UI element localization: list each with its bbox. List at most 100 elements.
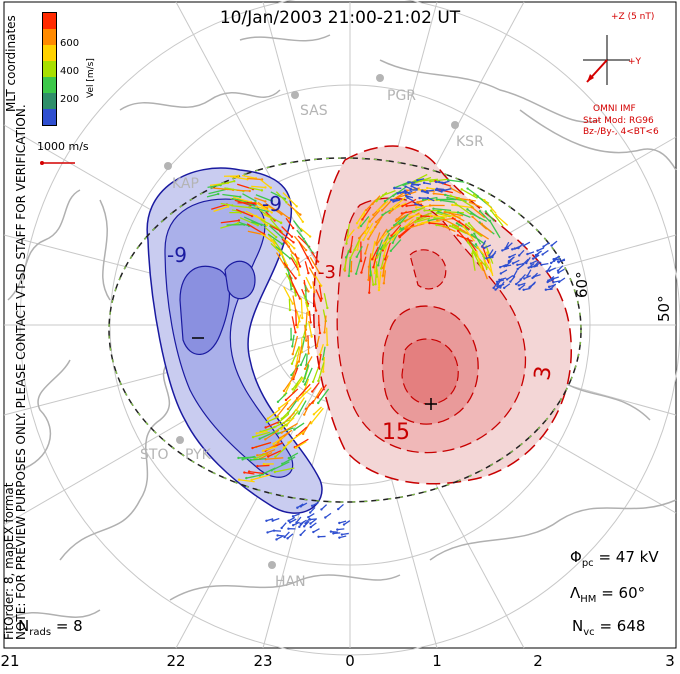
velocity-vector-origin <box>440 189 444 192</box>
velocity-vector <box>260 218 278 229</box>
velocity-vector-origin <box>393 186 396 190</box>
velocity-vector <box>236 189 250 192</box>
velocity-vector <box>371 246 379 260</box>
velocity-vector-origin <box>237 478 241 481</box>
velocity-vector-origin <box>309 525 312 529</box>
velocity-vector-origin <box>464 223 468 226</box>
velocity-vector-origin <box>287 456 291 460</box>
velocity-vector-origin <box>382 245 386 248</box>
velocity-vector-origin <box>534 264 537 268</box>
velocity-vector <box>304 285 307 300</box>
velocity-vector <box>296 314 302 328</box>
velocity-vector-origin <box>290 287 293 291</box>
velocity-vector-origin <box>529 262 533 265</box>
velocity-vector-origin <box>270 199 274 203</box>
velocity-vector-origin <box>356 248 359 251</box>
velocity-vector-origin <box>265 420 269 424</box>
velocity-vector-origin <box>285 201 288 204</box>
velocity-vector-origin <box>527 266 530 269</box>
velocity-vector-origin <box>375 252 379 255</box>
velocity-vector-origin <box>353 248 356 252</box>
velocity-vector <box>260 232 272 242</box>
velocity-vector-origin <box>364 252 367 255</box>
velocity-vector-origin <box>428 221 431 225</box>
colorbar-segment <box>43 61 56 77</box>
velocity-vector <box>292 295 297 312</box>
velocity-vector-origin <box>305 339 308 342</box>
velocity-vector <box>305 354 308 366</box>
colorbar-segment <box>43 109 56 125</box>
velocity-vector-origin <box>416 219 419 222</box>
velocity-vector-origin <box>422 181 426 185</box>
velocity-vector-origin <box>471 250 475 253</box>
velocity-vector-origin <box>392 194 395 198</box>
velocity-vector-origin <box>369 274 372 277</box>
velocity-vector-origin <box>451 203 454 207</box>
velocity-vector-origin <box>262 462 266 466</box>
velocity-vector <box>316 335 320 347</box>
velocity-vector-origin <box>347 274 351 278</box>
velocity-vector <box>298 400 307 414</box>
station-pyk: PYK <box>185 447 211 463</box>
velocity-vector-origin <box>470 206 474 209</box>
colorbar-segment <box>43 29 56 45</box>
velocity-vector <box>483 199 497 214</box>
velocity-vector-origin <box>389 249 393 253</box>
velocity-vector <box>390 224 402 237</box>
velocity-vector-origin <box>298 265 302 268</box>
velocity-vector-origin <box>318 331 322 335</box>
velocity-vector <box>290 257 299 270</box>
velocity-vector <box>455 203 472 216</box>
velocity-vector-origin <box>273 470 277 474</box>
velocity-vectors <box>206 173 566 541</box>
velocity-vector-origin <box>320 297 323 300</box>
velocity-vector <box>377 251 382 266</box>
velocity-vector <box>382 255 389 269</box>
velocity-vector-origin <box>388 211 391 215</box>
velocity-vector <box>255 194 273 202</box>
velocity-vector <box>302 378 310 396</box>
velocity-vector-origin <box>291 302 294 305</box>
velocity-vector-origin <box>454 226 457 229</box>
velocity-vector <box>268 225 283 239</box>
velocity-vector-origin <box>416 200 419 204</box>
velocity-vector <box>305 276 312 288</box>
velocity-vector <box>238 456 257 459</box>
velocity-vector-origin <box>476 195 479 198</box>
velocity-vector-origin <box>456 211 460 214</box>
velocity-vector <box>322 346 326 360</box>
velocity-vector <box>308 267 316 278</box>
velocity-vector-origin <box>546 280 549 284</box>
velocity-vector-origin <box>375 243 378 246</box>
velocity-vector <box>452 204 472 208</box>
velocity-vector-origin <box>416 179 419 182</box>
velocity-vector-origin <box>456 229 460 233</box>
velocity-vector <box>480 262 488 280</box>
velocity-vector-origin <box>307 271 310 275</box>
velocity-vector-origin <box>531 257 535 260</box>
imf-z-label: +Z (5 nT) <box>611 12 655 22</box>
velocity-vector <box>288 298 291 311</box>
velocity-vector-origin <box>355 255 358 259</box>
velocity-vector-origin <box>429 180 432 183</box>
velocity-vector <box>399 213 409 225</box>
velocity-vector-origin <box>499 286 502 289</box>
velocity-vector-origin <box>501 249 504 252</box>
velocity-vector <box>381 200 392 211</box>
velocity-vector-origin <box>287 217 291 220</box>
velocity-vector-origin <box>299 533 302 537</box>
vector-scale-label: 1000 m/s <box>37 140 89 153</box>
velocity-vector-origin <box>471 252 474 255</box>
velocity-vector <box>404 212 420 222</box>
velocity-vector <box>458 197 475 209</box>
velocity-vector-origin <box>505 278 509 281</box>
velocity-vector <box>275 208 290 219</box>
velocity-vector <box>247 177 263 181</box>
velocity-vector-origin <box>466 187 469 190</box>
velocity-vector-origin <box>504 264 508 268</box>
velocity-vector-origin <box>531 276 534 280</box>
velocity-vector-origin <box>303 525 306 528</box>
velocity-vector <box>244 471 255 475</box>
velocity-vector <box>279 250 288 266</box>
